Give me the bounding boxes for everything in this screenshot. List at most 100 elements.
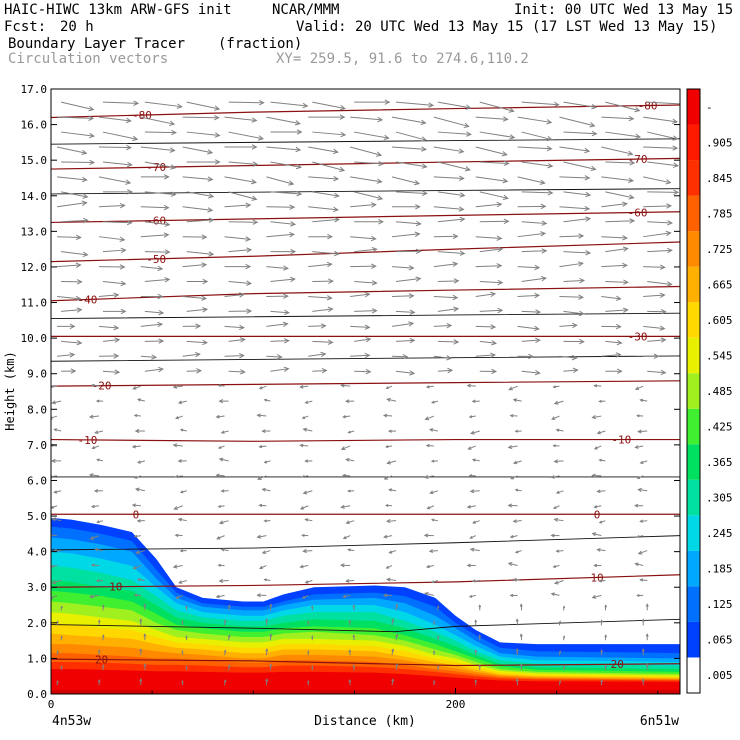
- vector-arrow: [563, 217, 591, 223]
- vector-arrow-head: [635, 133, 642, 140]
- colorbar: .005 .065 .125 .185 .245 .305 .365 .425 .485 .545…: [686, 88, 733, 694]
- vector-arrow-head: [622, 235, 629, 241]
- vector-arrow-head: [660, 308, 667, 315]
- vector-arrow-head: [415, 276, 422, 282]
- vector-arrow-head: [223, 619, 227, 623]
- vector-arrow: [437, 369, 453, 372]
- vector-arrow: [433, 206, 464, 210]
- vector-arrow: [597, 490, 606, 492]
- vector-arrow-head: [250, 179, 257, 185]
- y-tick-label: 10.0: [21, 332, 48, 345]
- vector-arrow-head: [415, 248, 422, 254]
- vector-arrow-head: [436, 665, 440, 668]
- vector-arrow-head: [459, 250, 466, 256]
- vector-arrow-head: [408, 265, 415, 271]
- vector-arrow-head: [265, 678, 269, 682]
- vector-arrow: [137, 578, 145, 581]
- vector-arrow: [221, 548, 229, 552]
- vector-arrow-head: [474, 619, 478, 623]
- vector-arrow: [270, 310, 289, 314]
- vector-arrow: [389, 550, 397, 554]
- vector-arrow: [475, 354, 495, 357]
- vector-arrow-head: [459, 216, 466, 223]
- vector-arrow-head: [628, 115, 635, 122]
- vector-arrow-head: [665, 230, 672, 237]
- vector-arrow-head: [179, 549, 184, 553]
- vector-arrow-head: [283, 293, 289, 299]
- vector-arrow-head: [452, 261, 459, 267]
- vector-arrow: [430, 490, 439, 494]
- vector-arrow: [228, 338, 245, 342]
- vector-arrow: [91, 505, 100, 508]
- vector-arrow-head: [596, 430, 601, 435]
- vector-arrow: [479, 191, 508, 199]
- vector-arrow-head: [579, 338, 585, 345]
- vector-arrow: [395, 161, 427, 168]
- vector-arrow-head: [519, 603, 523, 607]
- vector-arrow-head: [352, 604, 356, 608]
- vector-arrow-head: [51, 580, 57, 585]
- vector-arrow-head: [69, 323, 76, 330]
- colorbar-label: .365: [706, 456, 733, 469]
- vector-arrow-head: [196, 368, 202, 374]
- vector-arrow-head: [384, 445, 389, 449]
- colorbar-swatch: [687, 266, 700, 303]
- vector-arrow: [89, 594, 100, 598]
- vector-arrow-head: [382, 593, 388, 598]
- vector-arrow: [312, 191, 339, 197]
- vector-arrow: [513, 520, 522, 522]
- vector-arrow-head: [88, 106, 95, 112]
- vector-arrow: [259, 565, 267, 569]
- vector-arrow-head: [294, 120, 301, 126]
- temperature-contour-label: -80: [638, 100, 658, 113]
- vector-arrow: [52, 400, 62, 404]
- vector-arrow: [51, 475, 58, 478]
- vector-arrow-head: [202, 339, 209, 346]
- vector-arrow-head: [558, 680, 562, 683]
- vector-arrow-head: [89, 159, 96, 166]
- vector-arrow: [216, 594, 225, 598]
- vector-arrow: [563, 101, 597, 108]
- colorbar-label: .065: [706, 634, 733, 647]
- vector-arrow: [647, 221, 672, 224]
- vector-arrow: [61, 131, 94, 137]
- vector-arrow-head: [471, 458, 476, 462]
- vector-arrow: [186, 219, 214, 223]
- vector-arrow-head: [541, 220, 548, 226]
- vector-arrow-head: [507, 503, 513, 508]
- vector-arrow: [433, 116, 469, 127]
- vector-arrow-head: [311, 635, 314, 638]
- y-tick-label: 13.0: [21, 225, 48, 238]
- vector-arrow-head: [395, 663, 399, 667]
- vector-arrow-head: [558, 650, 562, 653]
- vector-arrow-head: [97, 679, 101, 683]
- vector-arrow: [140, 355, 157, 358]
- vector-arrow-head: [258, 386, 263, 390]
- vector-arrow-head: [370, 202, 377, 208]
- vector-arrow-head: [540, 276, 547, 282]
- tracer-fill: [51, 517, 680, 694]
- colorbar-label: .245: [706, 527, 733, 540]
- temperature-contour-10: [51, 104, 680, 119]
- vector-arrow: [647, 339, 666, 342]
- vector-arrow-head: [509, 134, 516, 140]
- vector-arrow-head: [120, 308, 127, 315]
- vector-arrow-head: [672, 135, 679, 141]
- vector-arrow-head: [164, 221, 171, 227]
- vector-arrow-head: [616, 339, 623, 346]
- vector-arrow-head: [97, 649, 101, 653]
- vector-arrow-head: [269, 663, 273, 667]
- vector-arrow: [563, 131, 597, 135]
- vector-arrow-head: [469, 535, 473, 539]
- vector-arrow: [508, 445, 518, 449]
- vector-arrow-head: [370, 235, 377, 242]
- vector-arrow-head: [615, 323, 622, 330]
- temperature-contour-9: [51, 157, 680, 170]
- vector-arrow-head: [119, 202, 126, 209]
- vector-arrow-head: [365, 336, 372, 343]
- vector-arrow: [341, 384, 351, 387]
- vector-arrow-head: [383, 534, 388, 539]
- vector-arrow: [643, 294, 665, 297]
- vector-arrow-head: [466, 131, 472, 137]
- vector-arrow-head: [515, 648, 519, 652]
